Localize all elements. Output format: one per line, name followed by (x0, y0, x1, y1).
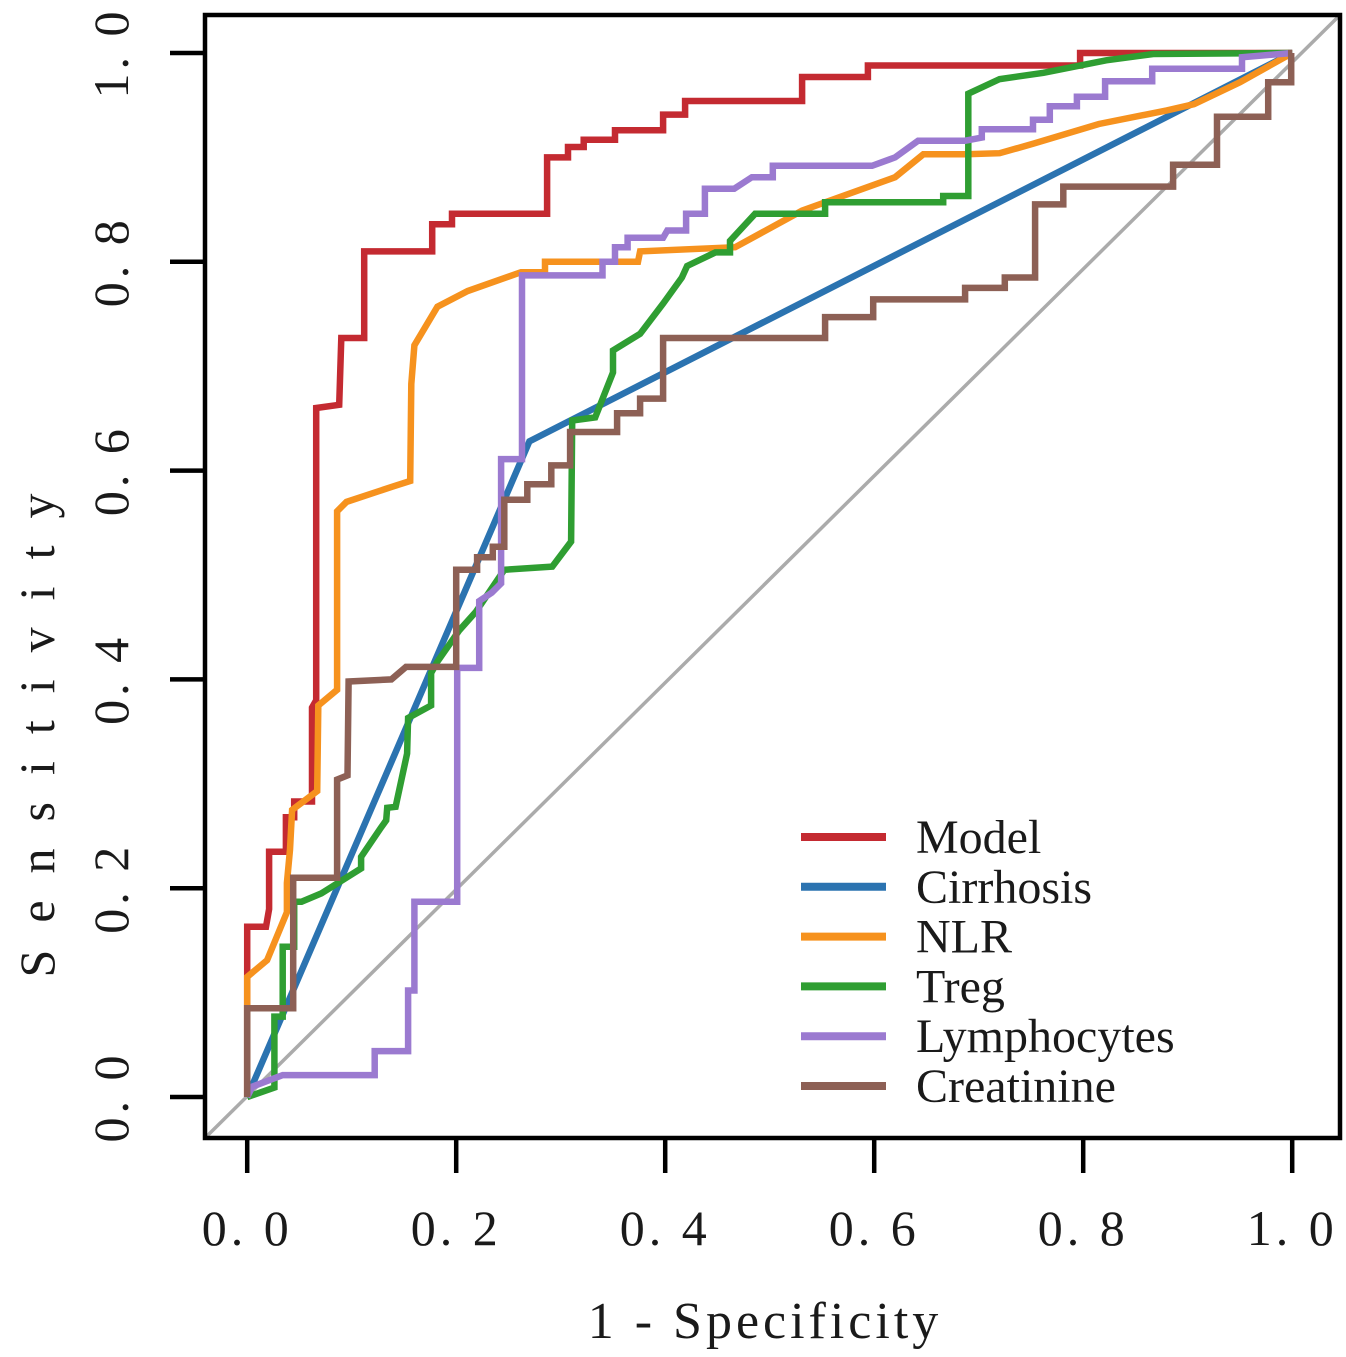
y-tick-label: 0. 6 (83, 425, 139, 516)
roc-curve-nlr (243, 50, 1294, 1097)
y-tick-label: 0. 2 (83, 843, 139, 934)
legend-label-creatinine: Creatinine (916, 1060, 1116, 1113)
plot-border (202, 12, 1343, 1141)
x-tick-label: 0. 8 (1038, 1200, 1129, 1256)
y-tick-label: 1. 0 (83, 8, 139, 99)
legend-label-model: Model (916, 811, 1041, 864)
legend-label-treg: Treg (916, 960, 1005, 1013)
x-tick-label: 0. 6 (829, 1200, 920, 1256)
x-tick-label: 0. 4 (620, 1200, 711, 1256)
roc-curve-creatinine (243, 49, 1295, 1097)
x-tick-label: 0. 2 (411, 1200, 502, 1256)
chance-diagonal-line (203, 13, 1342, 1140)
legend-label-cirrhosis: Cirrhosis (916, 861, 1092, 914)
roc-curve-lymphocytes (244, 49, 1293, 1099)
legend-label-lymphocytes: Lymphocytes (916, 1010, 1175, 1063)
y-tick-label: 0. 0 (83, 1052, 139, 1143)
y-axis-title: Sensitivity (9, 466, 65, 978)
roc-curve-treg (246, 49, 1293, 1101)
legend-label-nlr: NLR (916, 911, 1012, 964)
x-axis-title: 1 - Specificity (587, 1293, 943, 1350)
x-tick-label: 0. 0 (202, 1200, 293, 1256)
y-tick-label: 0. 8 (83, 216, 139, 307)
y-tick-label: 0. 4 (83, 634, 139, 725)
x-tick-label: 1. 0 (1247, 1200, 1338, 1256)
